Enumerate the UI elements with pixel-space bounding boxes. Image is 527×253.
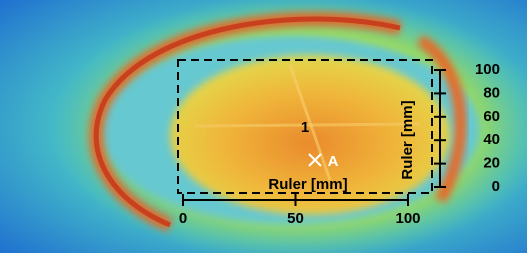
x-ruler-label: Ruler [mm] [268, 176, 347, 193]
y-ruler-tick-label: 40 [483, 131, 500, 148]
y-ruler-tick-label: 20 [483, 155, 500, 172]
y-ruler-tick-label: 60 [483, 108, 500, 125]
marker-label: A [328, 153, 339, 170]
marker-label: 1 [301, 119, 309, 136]
x-ruler-tick-label: 0 [179, 210, 187, 227]
y-ruler-tick-label: 0 [492, 178, 500, 195]
x-ruler-tick-label: 50 [287, 210, 304, 227]
y-ruler-tick-label: 100 [475, 61, 500, 78]
y-ruler-tick-label: 80 [483, 84, 500, 101]
y-ruler-label: Ruler [mm] [399, 100, 416, 179]
heatmap [0, 0, 527, 253]
x-ruler-tick-label: 100 [395, 210, 420, 227]
thermal-figure: 1 A Ruler [mm] Ruler [mm] 0 50 100 0 20 40 60 8… [0, 0, 527, 253]
